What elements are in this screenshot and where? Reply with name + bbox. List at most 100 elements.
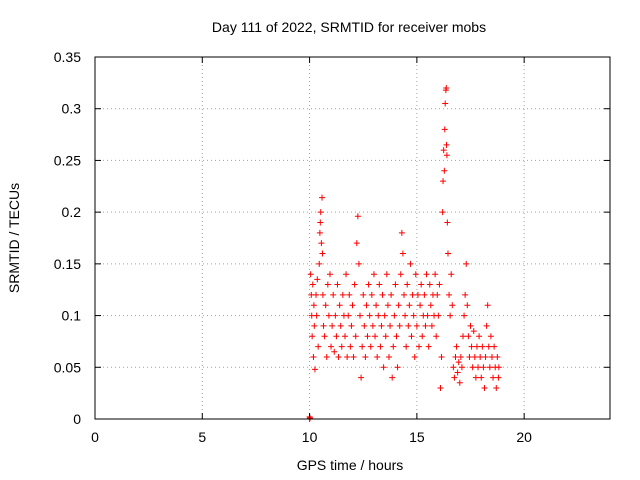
- y-tick-label: 0: [73, 411, 81, 427]
- data-point: [480, 364, 487, 371]
- data-point: [414, 291, 421, 298]
- y-tick-label: 0.1: [62, 308, 82, 324]
- data-point: [392, 281, 399, 288]
- data-point: [313, 312, 320, 319]
- data-point: [412, 271, 419, 278]
- data-point: [434, 291, 441, 298]
- data-point: [317, 209, 324, 216]
- data-point: [373, 302, 380, 309]
- data-point: [482, 353, 489, 360]
- data-point: [488, 353, 495, 360]
- data-point: [381, 312, 388, 319]
- data-point: [332, 312, 339, 319]
- data-point: [450, 364, 457, 371]
- x-tick-label: 20: [516, 429, 532, 445]
- data-point: [333, 333, 340, 340]
- data-point: [346, 291, 353, 298]
- data-point: [377, 343, 384, 350]
- data-point: [329, 322, 336, 329]
- data-point: [416, 343, 423, 350]
- data-point: [349, 302, 356, 309]
- data-point: [354, 213, 361, 220]
- data-point: [307, 271, 314, 278]
- data-point: [394, 364, 401, 371]
- data-point: [422, 322, 429, 329]
- data-point: [456, 379, 463, 386]
- data-point: [406, 302, 413, 309]
- data-point: [401, 291, 407, 298]
- data-point: [314, 276, 321, 283]
- data-point: [309, 333, 316, 340]
- data-point: [417, 302, 424, 309]
- data-point: [435, 312, 442, 319]
- data-point: [319, 291, 326, 298]
- data-point: [324, 281, 331, 288]
- data-point: [311, 322, 318, 329]
- data-point: [330, 291, 337, 298]
- data-point: [311, 366, 318, 373]
- data-point: [490, 374, 497, 381]
- data-point: [458, 364, 465, 371]
- data-point: [389, 374, 396, 381]
- data-point: [413, 322, 420, 329]
- data-point: [483, 322, 490, 329]
- data-point: [361, 322, 368, 329]
- data-point: [343, 271, 350, 278]
- x-tick-label: 10: [302, 429, 318, 445]
- data-point: [355, 260, 362, 267]
- data-point: [325, 312, 332, 319]
- data-point: [316, 260, 323, 267]
- data-point: [428, 322, 435, 329]
- data-point: [436, 281, 443, 288]
- y-tick-label: 0.35: [54, 49, 81, 65]
- data-point: [313, 291, 320, 298]
- data-point: [486, 364, 493, 371]
- data-point: [384, 302, 391, 309]
- data-point: [411, 353, 418, 360]
- data-point: [385, 353, 392, 360]
- data-point: [379, 291, 386, 298]
- data-point: [323, 353, 330, 360]
- data-point: [447, 312, 454, 319]
- data-point: [405, 322, 412, 329]
- data-point: [344, 353, 351, 360]
- data-point: [363, 302, 370, 309]
- data-point: [495, 374, 502, 381]
- data-point: [419, 333, 426, 340]
- data-point: [469, 364, 476, 371]
- data-point: [449, 302, 456, 309]
- data-point: [398, 229, 405, 236]
- data-point: [320, 322, 327, 329]
- data-point: [404, 281, 411, 288]
- data-point: [443, 152, 450, 159]
- plot-frame: [94, 56, 611, 420]
- y-tick-label: 0.3: [62, 101, 82, 117]
- data-point: [397, 271, 404, 278]
- data-point: [493, 384, 500, 391]
- data-point: [326, 271, 333, 278]
- x-axis-label: GPS time / hours: [297, 457, 404, 473]
- data-point: [402, 312, 409, 319]
- data-point: [464, 302, 471, 309]
- data-point: [451, 374, 458, 381]
- data-point: [460, 333, 467, 340]
- data-point: [421, 291, 428, 298]
- data-point: [310, 353, 317, 360]
- data-point: [359, 343, 366, 350]
- data-point: [352, 333, 359, 340]
- data-point: [382, 333, 389, 340]
- data-point: [479, 343, 486, 350]
- data-point: [444, 250, 451, 257]
- data-point: [396, 322, 403, 329]
- data-point: [317, 219, 324, 226]
- y-tick-label: 0.05: [54, 359, 81, 375]
- data-point: [433, 333, 440, 340]
- data-point: [365, 281, 372, 288]
- x-tick-label: 5: [198, 429, 206, 445]
- data-point: [334, 281, 341, 288]
- data-point: [331, 348, 338, 355]
- data-point: [348, 322, 355, 329]
- y-tick-label: 0.25: [54, 152, 81, 168]
- data-point: [310, 302, 317, 309]
